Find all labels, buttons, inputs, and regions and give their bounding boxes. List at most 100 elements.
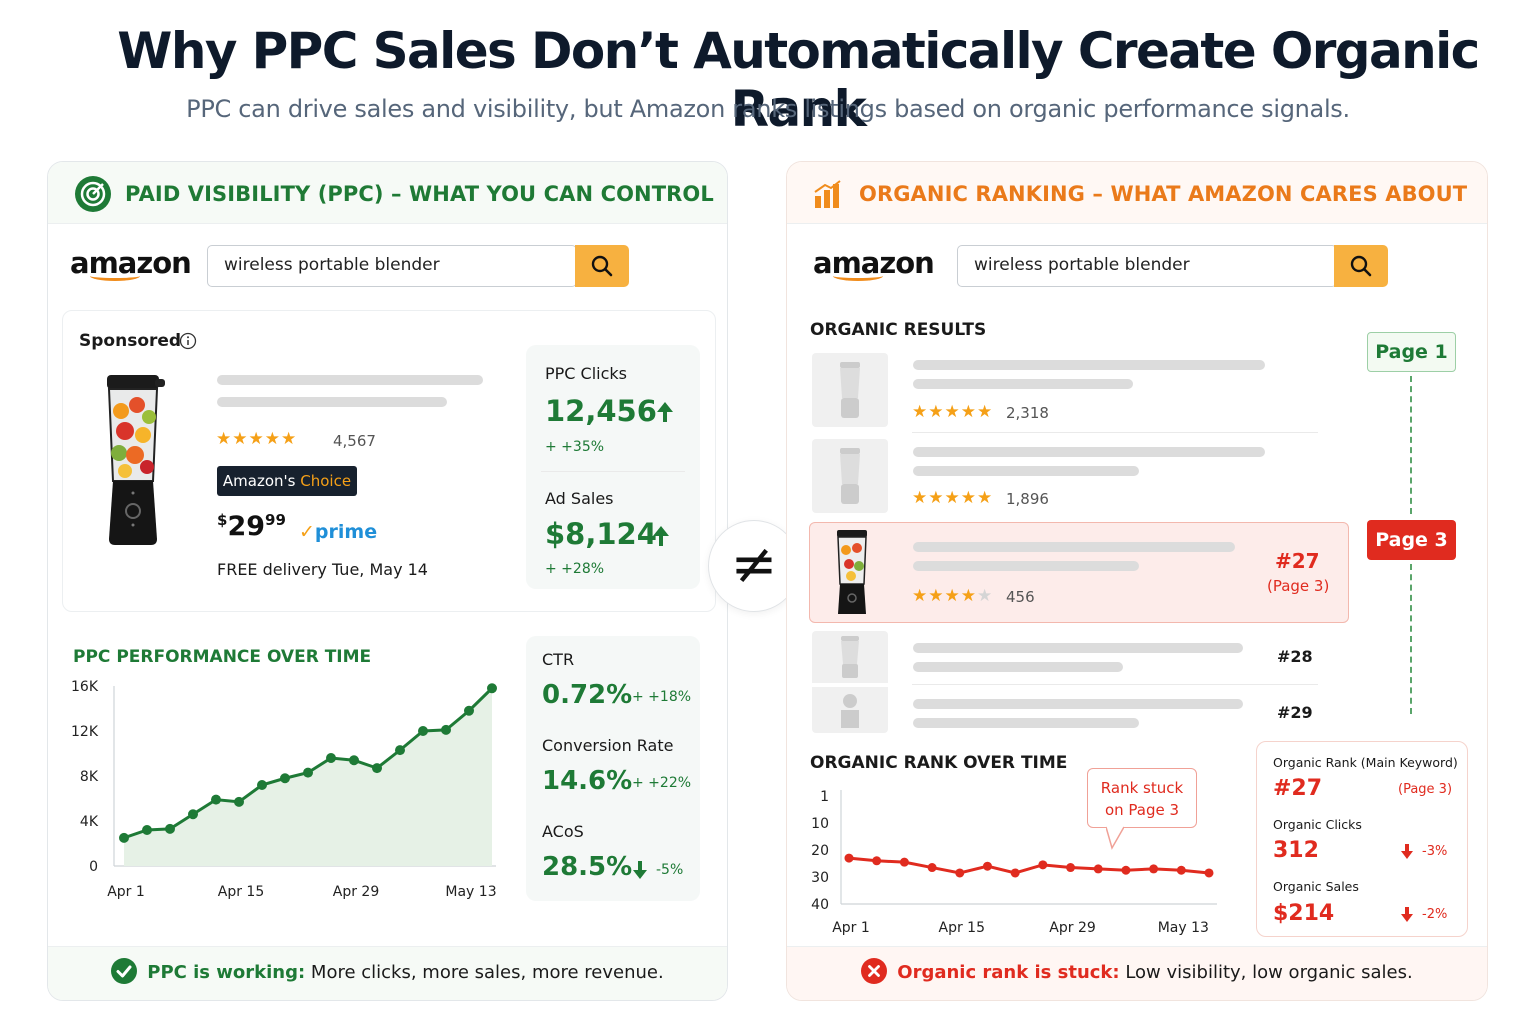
rank-data-point xyxy=(982,861,992,871)
rank-27-page: (Page 3) xyxy=(1267,577,1330,595)
organic-footer: Organic rank is stuck: Low visibility, l… xyxy=(787,946,1487,1000)
callout-line: on Page 3 xyxy=(1104,801,1180,819)
organic-rank-value: #27 xyxy=(1273,776,1323,801)
price-symbol: $ xyxy=(217,511,228,529)
ppc-data-point xyxy=(280,773,290,784)
sponsored-label: Sponsored xyxy=(79,331,182,351)
conversion-rate-label: Conversion Rate xyxy=(542,736,674,755)
acos-change: -5% xyxy=(656,862,684,878)
ppc-data-point xyxy=(303,767,313,778)
organic-sales-change: -2% xyxy=(1422,907,1448,922)
y-tick-label: 20 xyxy=(811,843,829,859)
check-circle-icon xyxy=(111,958,138,984)
organic-rank-chart: 1 10 20 30 40 Apr 1 Apr 15 Apr 29 May 13 xyxy=(811,789,1217,936)
ppc-clicks-change: + +35% xyxy=(545,439,605,455)
search-button[interactable] xyxy=(575,245,629,287)
price-whole: 29 xyxy=(227,511,266,542)
prime-text: prime xyxy=(314,521,378,543)
target-icon xyxy=(75,176,111,212)
organic-footer-text: Low visibility, low organic sales. xyxy=(1119,962,1413,983)
organic-clicks-change: -3% xyxy=(1422,844,1448,859)
divider xyxy=(912,432,1318,433)
x-tick-label: Apr 1 xyxy=(832,920,870,936)
search-button[interactable] xyxy=(1334,245,1388,287)
arrow-down-icon xyxy=(1401,844,1413,859)
ppc-data-point xyxy=(349,755,359,766)
x-tick-label: May 13 xyxy=(1158,920,1209,936)
x-tick-label: Apr 29 xyxy=(1049,920,1095,936)
organic-clicks-value: 312 xyxy=(1273,838,1319,863)
organic-rank-page: (Page 3) xyxy=(1398,782,1453,797)
page-3-badge: Page 3 xyxy=(1367,520,1456,560)
organic-panel-header: ORGANIC RANKING – WHAT AMAZON CARES ABOU… xyxy=(787,162,1487,224)
title-placeholder-bar xyxy=(913,699,1243,709)
badge-text: Amazon's xyxy=(222,472,296,490)
search-input[interactable]: wireless portable blender xyxy=(957,245,1337,287)
arrow-down-icon xyxy=(633,861,647,879)
blender-product-image[interactable] xyxy=(97,371,169,549)
rank-data-point xyxy=(1093,864,1103,874)
highlighted-result-row[interactable] xyxy=(809,522,1349,623)
rank-28: #28 xyxy=(1277,647,1313,666)
x-tick-label: Apr 1 xyxy=(107,884,145,900)
x-tick-label: May 13 xyxy=(445,884,496,900)
search-icon xyxy=(1350,255,1372,277)
title-placeholder-bar xyxy=(913,360,1265,370)
ad-sales-label: Ad Sales xyxy=(545,489,614,508)
ppc-panel: PAID VISIBILITY (PPC) – WHAT YOU CAN CON… xyxy=(47,161,728,1001)
search-icon xyxy=(591,255,613,277)
rank-data-point xyxy=(1010,868,1020,878)
conversion-rate-value: 14.6% xyxy=(542,766,633,796)
rank-data-point xyxy=(955,868,965,878)
ctr-value: 0.72% xyxy=(542,680,633,710)
ppc-clicks-label: PPC Clicks xyxy=(545,364,628,383)
search-input[interactable]: wireless portable blender xyxy=(207,245,577,287)
title-placeholder-bar xyxy=(913,466,1139,476)
amazons-choice-badge: Amazon's Choice xyxy=(217,466,357,496)
ppc-footer-text: More clicks, more sales, more revenue. xyxy=(305,962,664,983)
blender-ghost-icon xyxy=(840,448,860,504)
ppc-data-point xyxy=(372,763,382,774)
callout-pointer xyxy=(1106,826,1124,850)
rank-data-point xyxy=(899,857,909,867)
info-icon[interactable] xyxy=(179,332,197,350)
ad-sales-change: + +28% xyxy=(545,561,605,577)
price-fraction: 99 xyxy=(265,511,286,529)
x-tick-label: Apr 15 xyxy=(939,920,985,936)
ppc-clicks-value: 12,456 xyxy=(545,394,657,428)
delivery-text: FREE delivery Tue, May 14 xyxy=(217,560,428,579)
conversion-rate-change: + +22% xyxy=(632,775,692,791)
x-circle-icon xyxy=(861,958,888,984)
ppc-data-point xyxy=(165,823,175,834)
blender-ghost-icon xyxy=(840,362,860,418)
ppc-data-point xyxy=(119,832,129,843)
rank-data-point xyxy=(844,853,854,863)
blender-product-image[interactable] xyxy=(831,528,873,618)
ctr-label: CTR xyxy=(542,650,575,669)
arrow-up-icon xyxy=(653,526,669,546)
rank-data-point xyxy=(927,863,937,873)
rating-count: 1,896 xyxy=(1006,490,1049,508)
organic-results-title: ORGANIC RESULTS xyxy=(810,320,987,340)
amazon-smile-icon xyxy=(90,271,140,281)
rank-29: #29 xyxy=(1277,703,1313,722)
ppc-stats-card: PPC Clicks 12,456 + +35% Ad Sales $8,124… xyxy=(526,345,700,589)
organic-panel: ORGANIC RANKING – WHAT AMAZON CARES ABOU… xyxy=(786,161,1488,1001)
divider xyxy=(541,471,685,472)
prime-logo: ✓prime xyxy=(299,521,378,543)
title-placeholder-bar xyxy=(913,379,1133,389)
ppc-rate-stats-card: CTR 0.72% + +18% Conversion Rate 14.6% +… xyxy=(526,636,700,901)
blender-ghost-icon xyxy=(841,636,859,678)
y-tick-label: 4K xyxy=(80,814,99,830)
ppc-footer-bold: PPC is working: xyxy=(147,962,306,983)
rank-data-point xyxy=(1038,860,1048,870)
not-equal-icon: ≠ xyxy=(708,520,800,612)
title-placeholder-bar xyxy=(217,375,483,385)
blender-ghost-icon xyxy=(841,694,859,728)
organic-chart-title: ORGANIC RANK OVER TIME xyxy=(810,753,1068,773)
organic-metrics-card: Organic Rank (Main Keyword) #27 (Page 3)… xyxy=(1256,741,1468,937)
rating-stars-icon: ★★★★★ xyxy=(216,429,298,449)
badge-text-accent: Choice xyxy=(300,472,352,490)
ppc-performance-chart: 0 4K 8K 12K 16K Apr 1 Apr 15 Apr 29 May 13 xyxy=(71,679,497,900)
ppc-data-point xyxy=(395,745,405,756)
